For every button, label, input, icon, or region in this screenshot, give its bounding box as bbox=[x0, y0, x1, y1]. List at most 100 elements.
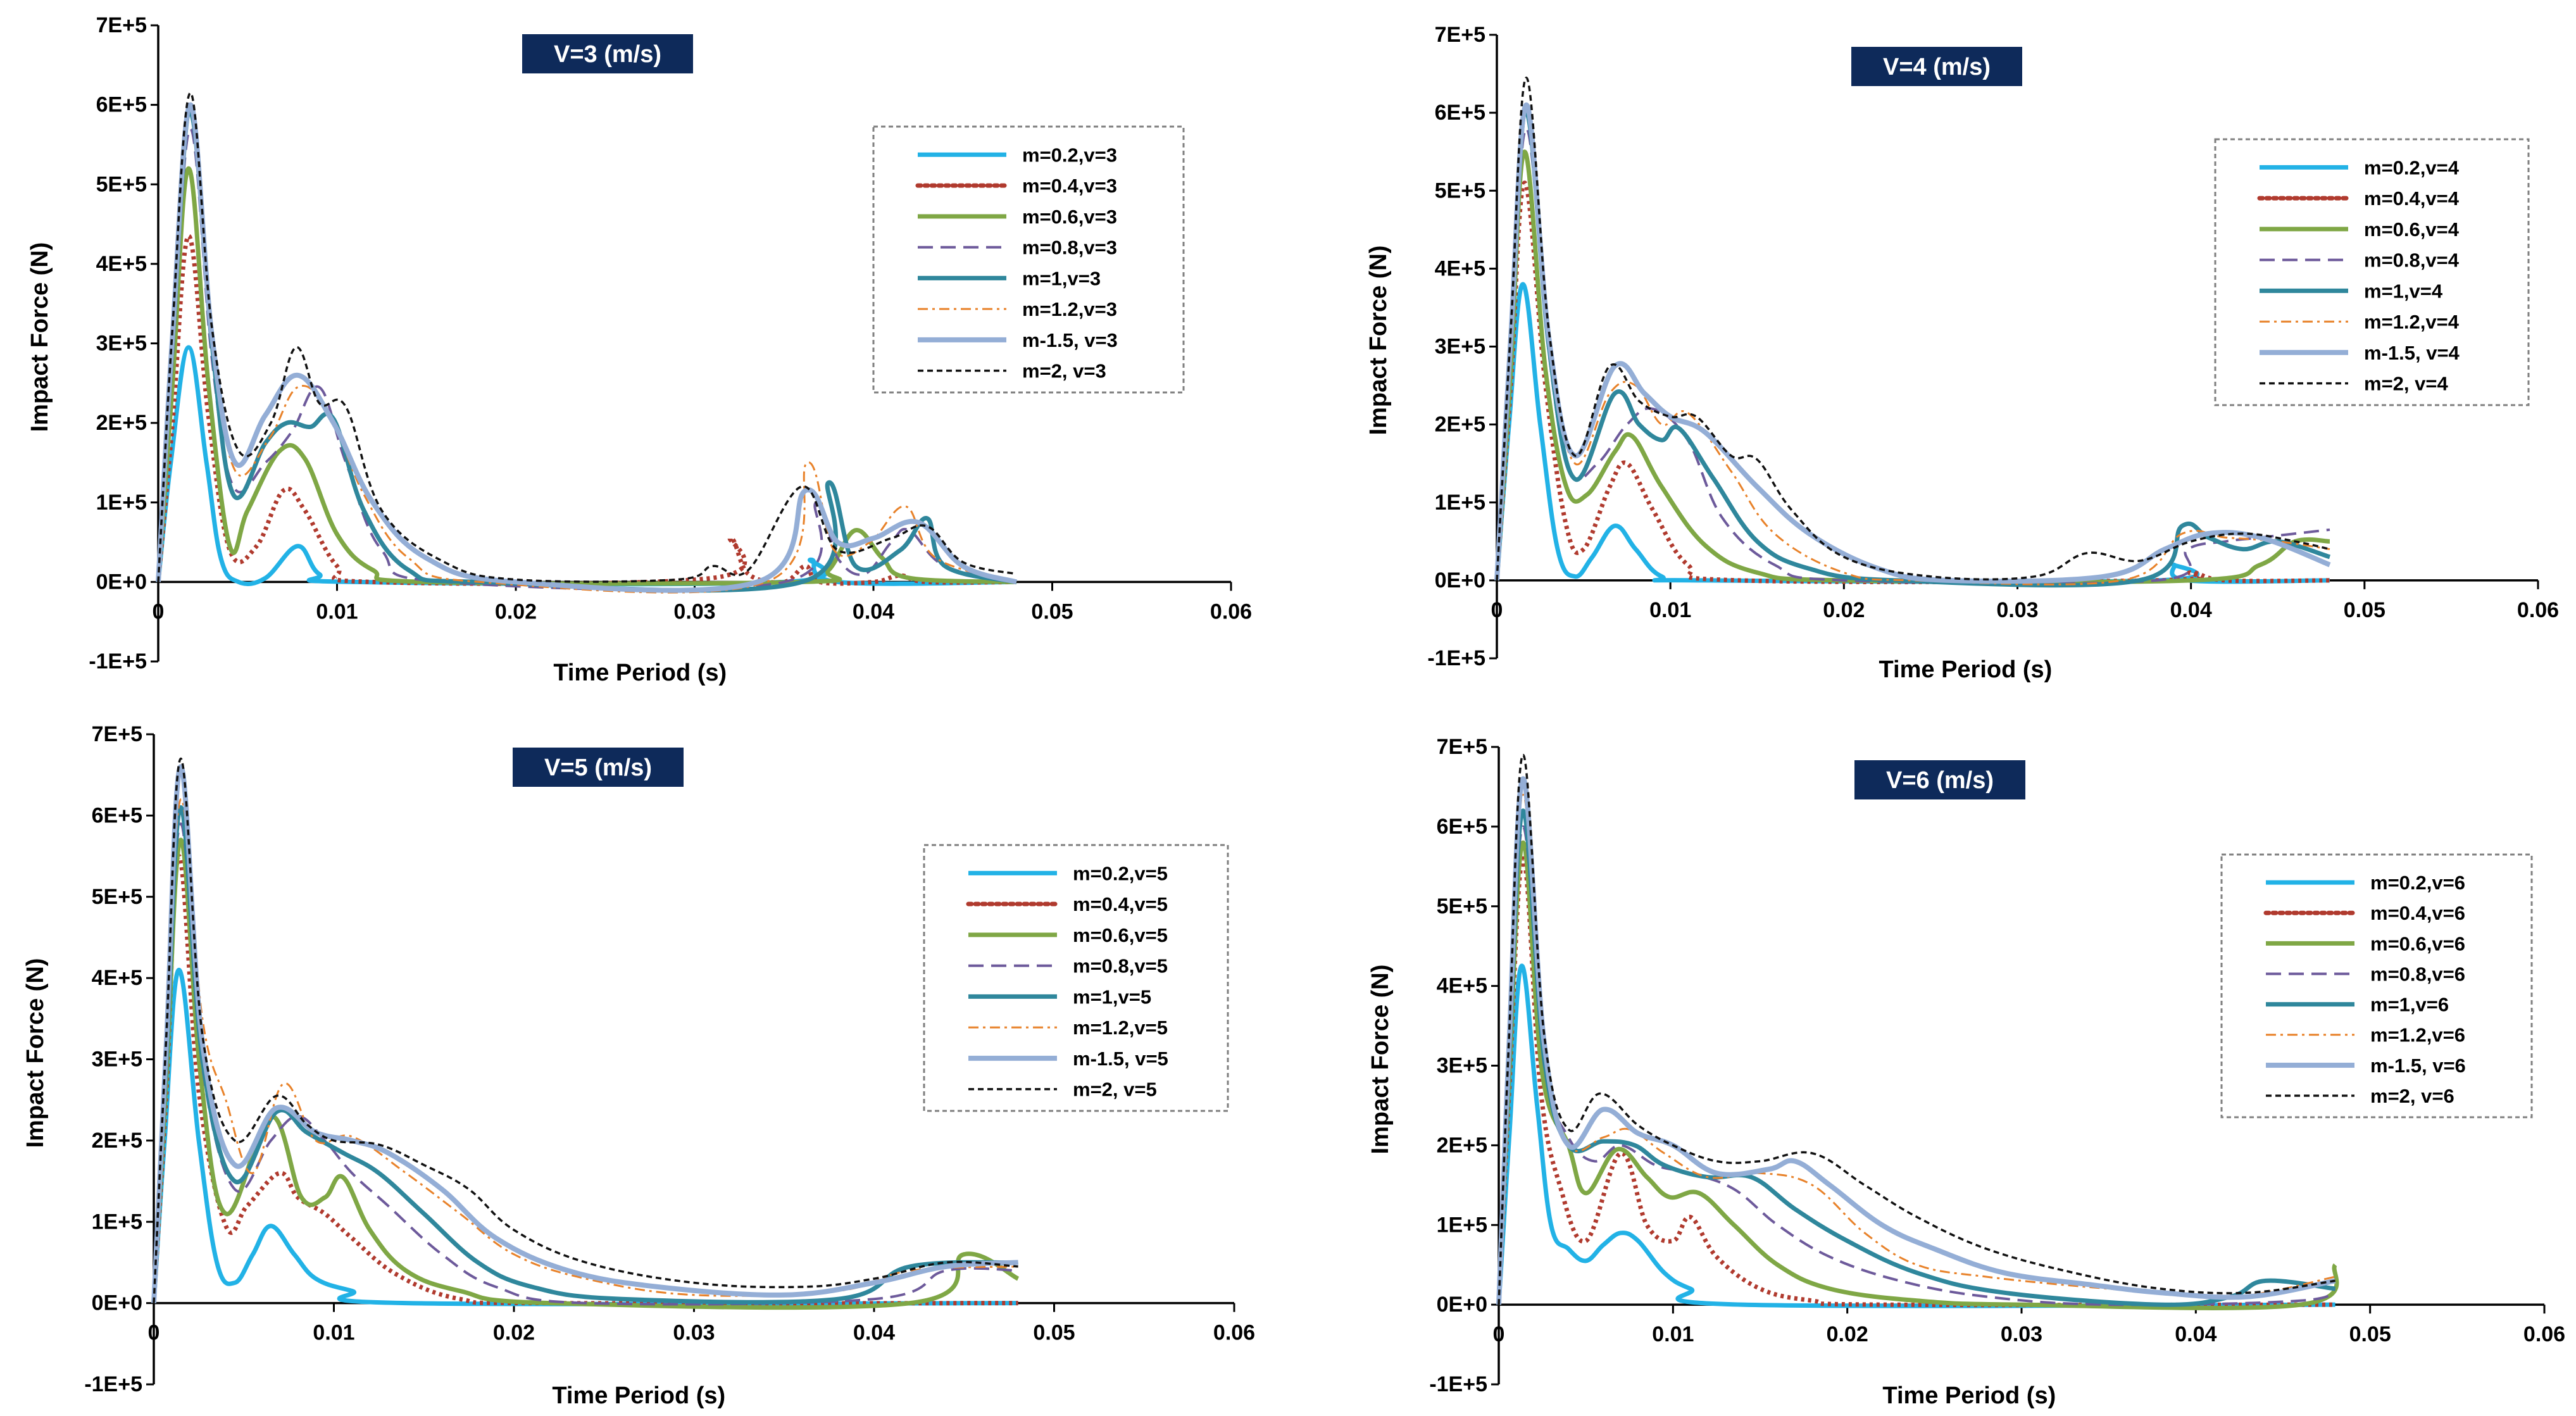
legend-box bbox=[872, 125, 1185, 394]
x-tick-label: 0.03 bbox=[673, 1321, 715, 1345]
x-tick-label: 0 bbox=[1491, 598, 1503, 622]
y-tick-label: 1E+5 bbox=[92, 1210, 142, 1234]
y-tick-label: 4E+5 bbox=[1435, 256, 1485, 280]
series-line bbox=[151, 805, 1018, 1305]
legend-label: m=1.2,v=6 bbox=[2370, 1024, 2465, 1046]
series-line bbox=[156, 102, 1018, 593]
x-tick-label: 0 bbox=[1493, 1322, 1505, 1346]
y-tick-label: 3E+5 bbox=[92, 1048, 142, 1072]
x-tick-label: 0.06 bbox=[1213, 1321, 1255, 1345]
y-tick-label: 1E+5 bbox=[96, 491, 147, 515]
legend-label: m=1,v=5 bbox=[1073, 986, 1151, 1008]
y-tick-label: 7E+5 bbox=[96, 13, 147, 37]
series-line bbox=[151, 837, 1020, 1310]
y-tick-label: 3E+5 bbox=[96, 332, 147, 356]
y-tick-label: 7E+5 bbox=[1437, 735, 1487, 759]
x-tick-label: 0.05 bbox=[2349, 1322, 2391, 1346]
chart-title: V=5 (m/s) bbox=[544, 755, 652, 781]
legend-box bbox=[2214, 138, 2530, 406]
x-tick-label: 0.03 bbox=[1996, 598, 2038, 622]
y-tick-label: 1E+5 bbox=[1435, 491, 1485, 515]
x-tick-label: 0.03 bbox=[2001, 1322, 2042, 1346]
legend-label: m=0.6,v=3 bbox=[1022, 206, 1117, 228]
legend-label: m=0.2,v=5 bbox=[1073, 862, 1168, 884]
legend-label: m=0.8,v=5 bbox=[1073, 955, 1168, 977]
legend-label: m=0.2,v=4 bbox=[2364, 156, 2460, 179]
legend-label: m=1.2,v=4 bbox=[2364, 311, 2460, 333]
x-tick-label: 0.04 bbox=[853, 599, 894, 623]
x-tick-label: 0.05 bbox=[1031, 599, 1073, 623]
series-line bbox=[1494, 149, 2330, 584]
series-line bbox=[151, 967, 1018, 1306]
x-tick-label: 0.02 bbox=[1823, 598, 1865, 622]
series-line bbox=[153, 757, 1018, 1303]
x-tick-label: 0.02 bbox=[495, 599, 537, 623]
x-axis-label: Time Period (s) bbox=[1879, 656, 2053, 683]
y-tick-label: 0E+0 bbox=[96, 570, 147, 594]
series-line bbox=[1496, 963, 2335, 1308]
y-tick-label: 5E+5 bbox=[1437, 894, 1487, 918]
y-tick-label: 0E+0 bbox=[1435, 568, 1485, 592]
y-tick-label: 5E+5 bbox=[1435, 179, 1485, 203]
legend-label: m=0.8,v=6 bbox=[2370, 963, 2465, 985]
legend-label: m=0.8,v=4 bbox=[2364, 249, 2460, 272]
legend-label: m=0.4,v=3 bbox=[1022, 175, 1117, 197]
y-tick-label: -1E+5 bbox=[1429, 1372, 1487, 1396]
y-tick-label: 6E+5 bbox=[1435, 101, 1485, 125]
legend-box bbox=[2220, 853, 2533, 1118]
chart-panel-3: -1E+5 0E+0 1E+5 2E+5 3E+5 4E+5 5E+5 6E+5 7E+5 0 0.… bbox=[22, 722, 1255, 1409]
y-tick-label: 2E+5 bbox=[1435, 413, 1485, 437]
chart-panel-1: -1E+5 0E+0 1E+5 2E+5 3E+5 4E+5 5E+5 6E+5 7E+5 0 0.… bbox=[27, 13, 1252, 686]
legend-label: m=1,v=6 bbox=[2370, 994, 2449, 1016]
series-line bbox=[1494, 102, 2331, 584]
y-axis-label: Impact Force (N) bbox=[1365, 246, 1392, 435]
legend-label: m=0.6,v=5 bbox=[1073, 924, 1168, 946]
chart-panel-4: -1E+5 0E+0 1E+5 2E+5 3E+5 4E+5 5E+5 6E+5 7E+5 0 0.… bbox=[1367, 735, 2565, 1409]
y-tick-label: 6E+5 bbox=[96, 93, 147, 117]
y-axis-label: Impact Force (N) bbox=[1367, 965, 1394, 1155]
x-tick-label: 0.05 bbox=[1033, 1321, 1075, 1345]
series-line bbox=[1497, 794, 2335, 1305]
series-line bbox=[1496, 776, 2336, 1305]
legend-label: m=0.8,v=3 bbox=[1022, 237, 1117, 259]
series-line bbox=[157, 92, 1017, 583]
y-tick-label: 7E+5 bbox=[92, 722, 142, 746]
series-line bbox=[1496, 76, 2330, 581]
series-line bbox=[1497, 753, 2335, 1305]
series-line bbox=[1496, 856, 2335, 1308]
y-tick-label: -1E+5 bbox=[1427, 646, 1485, 670]
x-axis-label: Time Period (s) bbox=[1882, 1382, 2056, 1409]
legend-label: m=2, v=3 bbox=[1022, 360, 1106, 382]
series-line bbox=[153, 798, 1018, 1303]
x-tick-label: 0.06 bbox=[1210, 599, 1252, 623]
y-tick-label: 4E+5 bbox=[1437, 974, 1487, 998]
legend-label: m-1.5, v=6 bbox=[2370, 1055, 2466, 1077]
legend-label: m=1.2,v=3 bbox=[1022, 298, 1117, 320]
x-axis-label: Time Period (s) bbox=[552, 1382, 725, 1409]
series-line bbox=[1496, 104, 2330, 586]
legend-label: m=2, v=6 bbox=[2370, 1085, 2454, 1107]
y-tick-label: -1E+5 bbox=[84, 1372, 142, 1396]
x-tick-label: 0.04 bbox=[2170, 598, 2212, 622]
y-axis-label: Impact Force (N) bbox=[22, 958, 49, 1148]
x-tick-label: 0 bbox=[153, 599, 165, 623]
x-tick-label: 0.04 bbox=[2175, 1322, 2216, 1346]
y-tick-label: 4E+5 bbox=[96, 252, 147, 276]
y-tick-label: 1E+5 bbox=[1437, 1213, 1487, 1237]
series-line bbox=[1494, 180, 2330, 584]
chart-panel-2: -1E+5 0E+0 1E+5 2E+5 3E+5 4E+5 5E+5 6E+5 7E+5 0 0.… bbox=[1365, 23, 2559, 683]
y-tick-label: 2E+5 bbox=[96, 411, 147, 435]
legend-box bbox=[923, 844, 1229, 1112]
y-tick-label: 7E+5 bbox=[1435, 23, 1485, 47]
legend-label: m=0.4,v=5 bbox=[1073, 893, 1168, 915]
legend-label: m-1.5, v=5 bbox=[1073, 1048, 1168, 1070]
chart-title-box bbox=[522, 34, 693, 73]
legend-label: m-1.5, v=4 bbox=[2364, 342, 2460, 364]
y-tick-label: 2E+5 bbox=[1437, 1133, 1487, 1157]
series-line bbox=[151, 764, 1018, 1303]
legend-label: m=0.2,v=6 bbox=[2370, 872, 2465, 894]
legend-label: m=0.6,v=6 bbox=[2370, 932, 2465, 955]
y-tick-label: 5E+5 bbox=[96, 172, 147, 196]
legend-label: m-1.5, v=3 bbox=[1022, 329, 1118, 351]
